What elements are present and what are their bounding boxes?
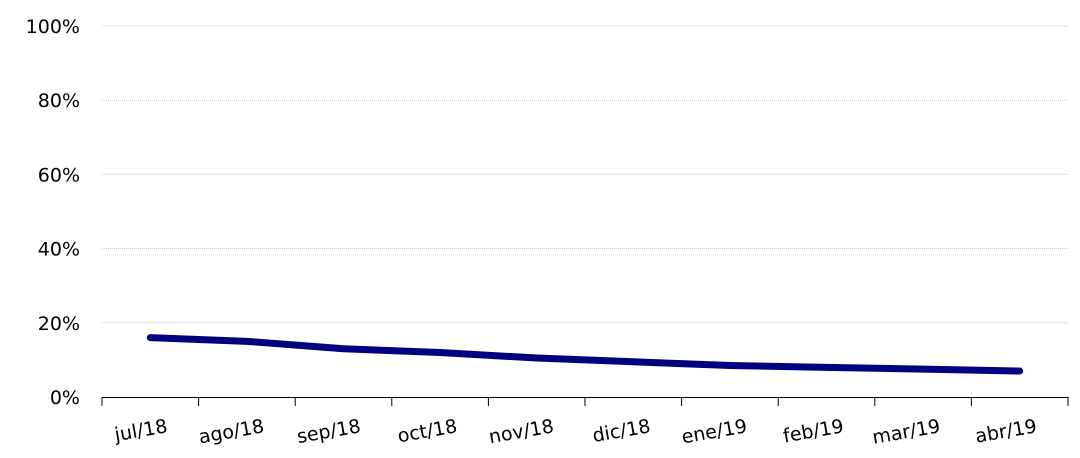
data-point (1018, 370, 1021, 373)
x-tick-label: nov/18 (487, 415, 555, 448)
x-tick-label: dic/18 (591, 415, 652, 447)
x-tick-label: ene/19 (680, 415, 749, 448)
data-point (535, 357, 538, 360)
x-tick-label: sep/18 (295, 415, 362, 448)
x-tick-label: feb/19 (781, 415, 845, 447)
x-tick-label: mar/19 (871, 415, 942, 449)
data-point (245, 340, 248, 343)
x-axis (101, 397, 1069, 406)
data-point (728, 364, 731, 367)
y-tick-label: 100% (26, 16, 80, 38)
data-point (342, 347, 345, 350)
x-axis-tick-labels: jul/18 ago/18 sep/18 oct/18 nov/18 dic/18 ene/… (112, 415, 1039, 449)
y-axis-tick-labels: 0% 20% 40% 60% 80% 100% (26, 16, 80, 409)
data-point (149, 336, 152, 339)
x-tick-label: jul/18 (112, 415, 169, 446)
y-tick-label: 40% (38, 239, 80, 261)
data-point (825, 366, 828, 369)
y-tick-label: 80% (38, 90, 80, 112)
series-line (146, 334, 1024, 375)
data-point (922, 368, 925, 371)
y-tick-label: 0% (50, 387, 80, 409)
data-point (439, 351, 442, 354)
x-tick-label: abr/19 (974, 415, 1039, 447)
y-tick-label: 60% (38, 164, 80, 186)
series-layer (146, 334, 1024, 375)
x-tick-label: ago/18 (197, 415, 266, 448)
data-point (632, 360, 635, 363)
x-tick-label: oct/18 (396, 415, 459, 447)
grid-lines (102, 25, 1068, 324)
y-tick-label: 20% (38, 313, 80, 335)
